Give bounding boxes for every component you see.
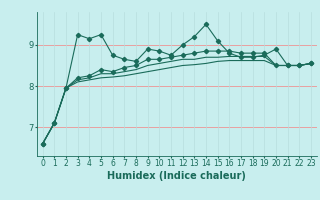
X-axis label: Humidex (Indice chaleur): Humidex (Indice chaleur) [108,171,246,181]
